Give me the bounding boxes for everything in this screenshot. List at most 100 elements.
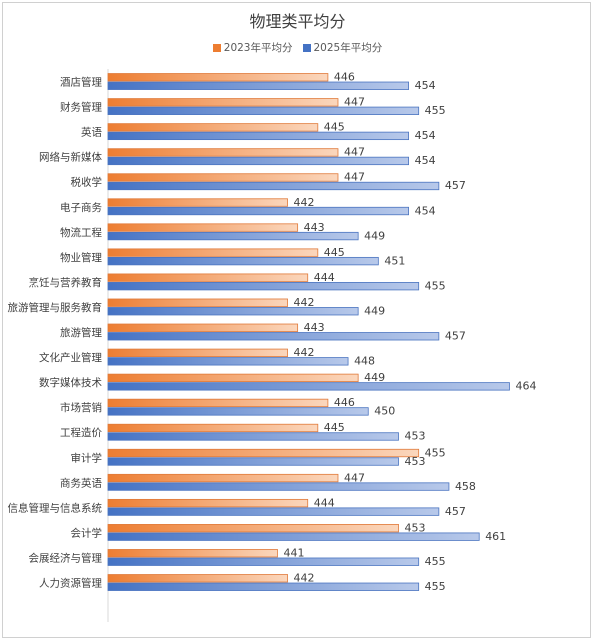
bar-2023 xyxy=(107,373,359,383)
data-label: 445 xyxy=(324,421,345,434)
data-label: 449 xyxy=(364,371,385,384)
legend-item-2025: 2025年平均分 xyxy=(302,40,383,55)
bar-2023 xyxy=(107,323,299,332)
bar-2025 xyxy=(107,582,420,591)
bar-2023 xyxy=(107,98,339,107)
data-label: 449 xyxy=(364,304,385,317)
bar-2023 xyxy=(107,298,288,307)
bar-2023 xyxy=(107,73,329,82)
data-label: 464 xyxy=(515,380,536,393)
data-label: 454 xyxy=(415,129,436,142)
category-label: 人力资源管理 xyxy=(39,577,102,590)
data-label: 457 xyxy=(445,505,466,518)
bar-2023 xyxy=(107,273,309,282)
data-label: 449 xyxy=(364,229,385,242)
bar-2023 xyxy=(107,123,319,132)
bar-2025 xyxy=(107,557,420,566)
bar-2023 xyxy=(107,423,319,433)
data-label: 461 xyxy=(485,530,506,543)
bar-2025 xyxy=(107,532,480,541)
data-label: 444 xyxy=(314,496,335,509)
data-label: 445 xyxy=(324,121,345,134)
data-label: 457 xyxy=(445,330,466,343)
data-label: 442 xyxy=(294,196,315,209)
bar-2023 xyxy=(107,398,329,408)
data-label: 453 xyxy=(405,521,426,534)
category-label: 市场营销 xyxy=(60,401,102,414)
legend-label-2025: 2025年平均分 xyxy=(313,42,383,54)
data-label: 451 xyxy=(384,254,405,267)
legend-swatch-2025 xyxy=(302,43,311,52)
data-label: 442 xyxy=(294,572,315,585)
category-label: 电子商务 xyxy=(60,201,102,214)
data-label: 453 xyxy=(405,455,426,468)
data-label: 443 xyxy=(304,321,325,334)
data-label: 447 xyxy=(344,96,365,109)
bar-2025 xyxy=(107,106,420,115)
category-label: 酒店管理 xyxy=(60,76,102,89)
data-label: 454 xyxy=(415,79,436,92)
category-label: 会展经济与管理 xyxy=(29,551,103,564)
legend-item-2023: 2023年平均分 xyxy=(212,40,293,55)
data-label: 455 xyxy=(425,446,446,459)
category-label: 网络与新媒体 xyxy=(39,151,102,164)
bar-2023 xyxy=(107,148,339,157)
data-label: 454 xyxy=(415,204,436,217)
bar-2025 xyxy=(107,206,409,216)
data-label: 447 xyxy=(344,146,365,159)
bar-2023 xyxy=(107,524,399,533)
category-label: 会计学 xyxy=(71,526,103,539)
bar-2025 xyxy=(107,231,359,241)
bar-2025 xyxy=(107,357,349,366)
data-label: 447 xyxy=(344,471,365,484)
data-label: 446 xyxy=(334,396,355,409)
category-label: 财务管理 xyxy=(60,101,102,114)
bar-2025 xyxy=(107,181,440,191)
bar-2025 xyxy=(107,282,420,291)
bar-2023 xyxy=(107,574,288,583)
data-label: 442 xyxy=(294,346,315,359)
bar-2025 xyxy=(107,382,510,391)
bar-2025 xyxy=(107,131,409,141)
bar-2023 xyxy=(107,248,319,257)
data-label: 441 xyxy=(283,546,304,559)
category-label: 商务英语 xyxy=(60,476,102,489)
category-label: 烹饪与营养教育 xyxy=(29,276,103,289)
legend-label-2023: 2023年平均分 xyxy=(223,42,293,54)
data-label: 455 xyxy=(425,104,446,117)
data-label: 443 xyxy=(304,221,325,234)
bar-2025 xyxy=(107,407,369,416)
chart-legend: 2023年平均分 2025年平均分 xyxy=(0,40,595,55)
data-label: 448 xyxy=(354,355,375,368)
bar-2025 xyxy=(107,482,450,491)
bar-2025 xyxy=(107,156,409,166)
category-label: 物流工程 xyxy=(60,226,102,239)
category-label: 审计学 xyxy=(71,451,103,464)
bar-2023 xyxy=(107,348,288,357)
data-label: 455 xyxy=(425,580,446,593)
data-label: 453 xyxy=(405,430,426,443)
bar-2023 xyxy=(107,498,309,508)
chart-title: 物理类平均分 xyxy=(249,12,346,31)
category-label: 数字媒体技术 xyxy=(39,376,102,389)
bar-2023 xyxy=(107,198,288,207)
data-label: 450 xyxy=(374,405,395,418)
legend-swatch-2023 xyxy=(212,43,221,52)
bar-2025 xyxy=(107,332,440,341)
category-label: 工程造价 xyxy=(60,426,102,439)
data-label: 445 xyxy=(324,246,345,259)
bar-2023 xyxy=(107,173,339,182)
bar-2025 xyxy=(107,307,359,316)
category-label: 旅游管理与服务教育 xyxy=(8,301,103,314)
category-label: 信息管理与信息系统 xyxy=(8,501,103,514)
category-label: 税收学 xyxy=(71,176,103,189)
category-label: 文化产业管理 xyxy=(39,351,102,364)
bar-2023 xyxy=(107,473,339,483)
category-label: 物业管理 xyxy=(60,251,102,264)
data-label: 444 xyxy=(314,271,335,284)
bar-2023 xyxy=(107,448,420,458)
category-label: 英语 xyxy=(81,126,102,139)
bar-2023 xyxy=(107,549,278,558)
category-label: 旅游管理 xyxy=(60,326,102,339)
